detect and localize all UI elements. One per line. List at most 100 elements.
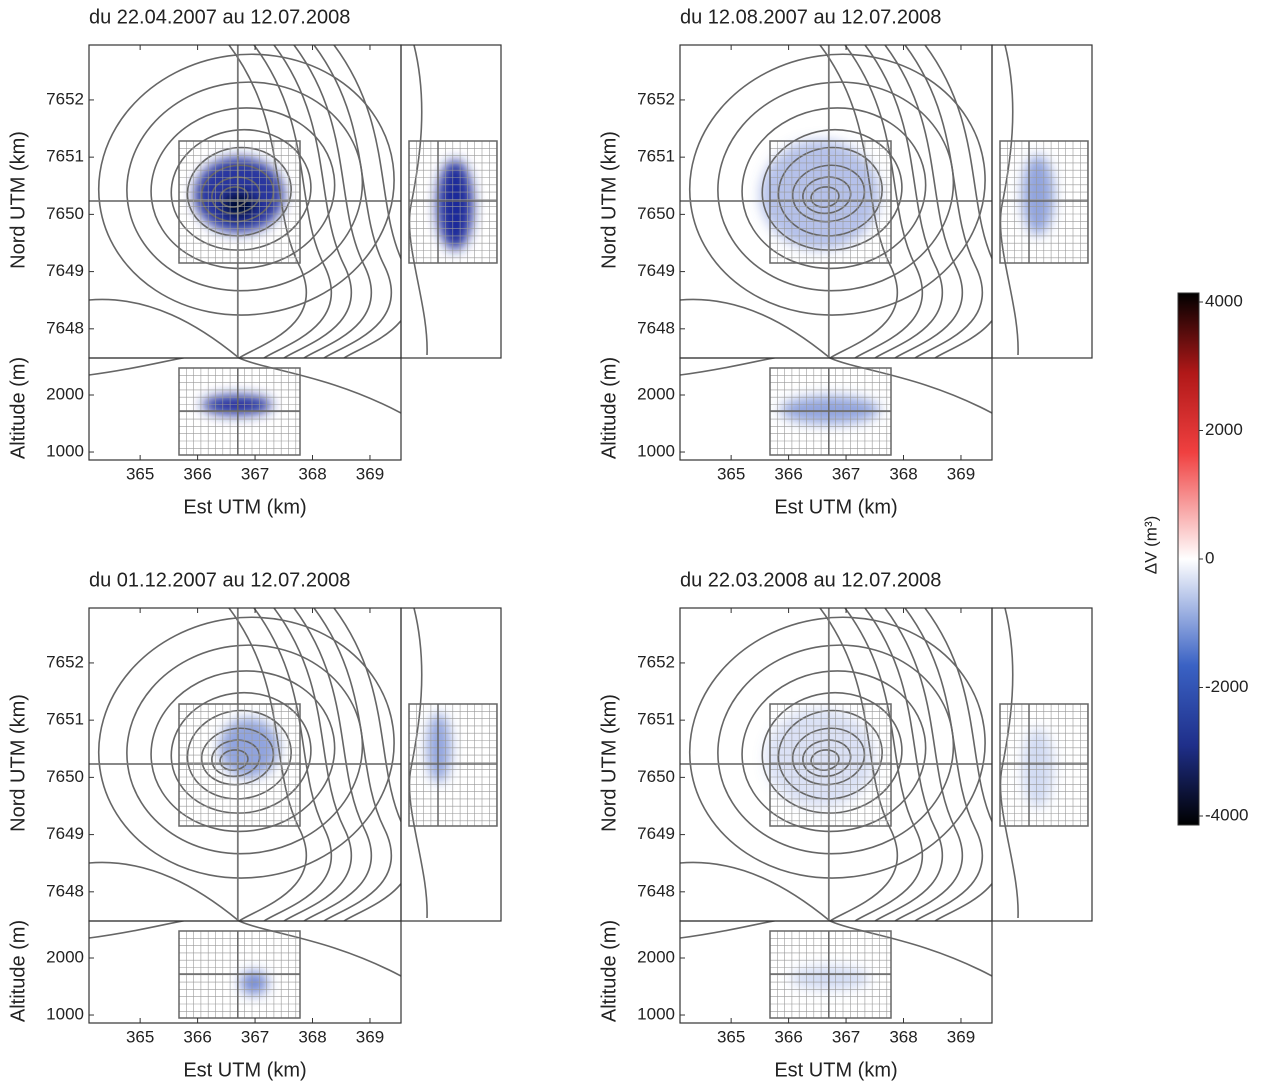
x-axis-label: Est UTM (km) <box>183 496 306 518</box>
x-tick-label: 367 <box>832 1027 860 1046</box>
model-box <box>178 703 301 827</box>
contour <box>819 608 899 921</box>
y-tick-label: 7650 <box>46 204 84 223</box>
contour <box>761 128 903 251</box>
y-axis-label: Nord UTM (km) <box>598 694 620 832</box>
y-tick-label: 7651 <box>46 147 84 166</box>
profile-ns <box>999 608 1019 919</box>
contour <box>333 45 401 358</box>
y-tick-label: 7651 <box>637 710 675 729</box>
profile-ns <box>999 45 1019 356</box>
model-box <box>408 140 498 264</box>
alt-axis-label: Altitude (m) <box>598 357 620 459</box>
contours <box>680 45 992 358</box>
contour <box>844 45 924 358</box>
y-tick-label: 7650 <box>637 767 675 786</box>
axes-frame <box>679 357 993 461</box>
alt-tick-label: 2000 <box>637 384 675 403</box>
contour <box>904 45 984 358</box>
profile-ns <box>408 608 428 919</box>
x-tick-label: 366 <box>183 464 211 483</box>
contour <box>313 45 393 358</box>
contour <box>228 45 308 358</box>
x-tick-label: 368 <box>298 1027 326 1046</box>
x-tick-label: 365 <box>717 1027 745 1046</box>
y-tick-label: 7650 <box>46 767 84 786</box>
alt-tick-label: 2000 <box>637 947 675 966</box>
anomaly-blob <box>240 971 268 995</box>
x-tick-label: 368 <box>889 464 917 483</box>
contours <box>680 608 992 921</box>
y-tick-label: 7652 <box>637 89 675 108</box>
contour <box>688 616 986 879</box>
model-box <box>408 703 498 827</box>
contour <box>333 608 401 921</box>
anomaly-blob <box>437 160 473 250</box>
colorbar-label: ΔV (m³) <box>1141 516 1160 575</box>
contour <box>864 45 944 358</box>
contour <box>97 53 395 316</box>
alt-axis-label: Altitude (m) <box>598 920 620 1022</box>
y-tick-label: 7652 <box>46 89 84 108</box>
colorbar-tick-label: -2000 <box>1205 677 1248 696</box>
colorbar-tick-label: 0 <box>1205 548 1214 567</box>
contour <box>89 298 240 358</box>
model-box <box>999 703 1089 827</box>
x-tick-label: 366 <box>183 1027 211 1046</box>
axes-frame <box>991 607 1093 922</box>
x-tick-label: 369 <box>947 464 975 483</box>
alt-tick-label: 2000 <box>46 947 84 966</box>
contour <box>884 608 964 921</box>
contour <box>864 608 944 921</box>
anomaly-blob <box>221 191 257 219</box>
panel: du 01.12.2007 au 12.07.2008 7648 7649 7650 7… <box>7 569 502 1081</box>
axes-frame <box>88 357 402 461</box>
contour <box>293 608 373 921</box>
panel: du 12.08.2007 au 12.07.2008 7648 7649 7650 7… <box>598 6 1093 518</box>
contour <box>313 608 393 921</box>
contour <box>170 691 312 814</box>
alt-tick-label: 1000 <box>637 442 675 461</box>
y-tick-label: 7652 <box>637 652 675 671</box>
alt-axis-label: Altitude (m) <box>7 920 29 1022</box>
contour <box>924 608 992 921</box>
colorbar <box>1177 292 1200 826</box>
colorbar-tick-label: 2000 <box>1205 420 1243 439</box>
topo-profile <box>999 45 1019 356</box>
contour <box>884 45 964 358</box>
contour <box>819 45 899 358</box>
topo-profile <box>999 608 1019 919</box>
y-tick-label: 7649 <box>46 261 84 280</box>
panel-title: du 12.08.2007 au 12.07.2008 <box>680 6 941 28</box>
colorbar-tick-label: -4000 <box>1205 805 1248 824</box>
contour <box>228 608 308 921</box>
y-axis-label: Nord UTM (km) <box>7 131 29 269</box>
contour <box>904 608 984 921</box>
axes-frame <box>400 607 502 922</box>
contour <box>253 608 333 921</box>
x-tick-label: 366 <box>774 1027 802 1046</box>
contour <box>97 616 395 879</box>
model-box <box>769 140 892 264</box>
y-tick-label: 7649 <box>637 824 675 843</box>
contour <box>273 608 353 921</box>
contour <box>680 861 831 921</box>
anomaly-blob <box>1022 155 1054 235</box>
panel: du 22.04.2007 au 12.07.2008 7648 7649 7650 7… <box>7 6 502 518</box>
x-tick-label: 368 <box>889 1027 917 1046</box>
y-tick-label: 7648 <box>637 881 675 900</box>
axes-frame <box>88 920 402 1024</box>
topo-profile <box>408 608 428 919</box>
panel-title: du 01.12.2007 au 12.07.2008 <box>89 569 350 591</box>
anomaly-blob <box>1022 728 1054 808</box>
model-box <box>999 140 1089 264</box>
topo-profile <box>408 45 428 356</box>
alt-tick-label: 1000 <box>637 1005 675 1024</box>
y-axis-label: Nord UTM (km) <box>7 694 29 832</box>
x-tick-label: 368 <box>298 464 326 483</box>
colorbar-tick-label: 4000 <box>1205 291 1243 310</box>
contour <box>170 128 312 251</box>
model-box <box>769 703 892 827</box>
alt-tick-label: 2000 <box>46 384 84 403</box>
contour <box>253 45 333 358</box>
